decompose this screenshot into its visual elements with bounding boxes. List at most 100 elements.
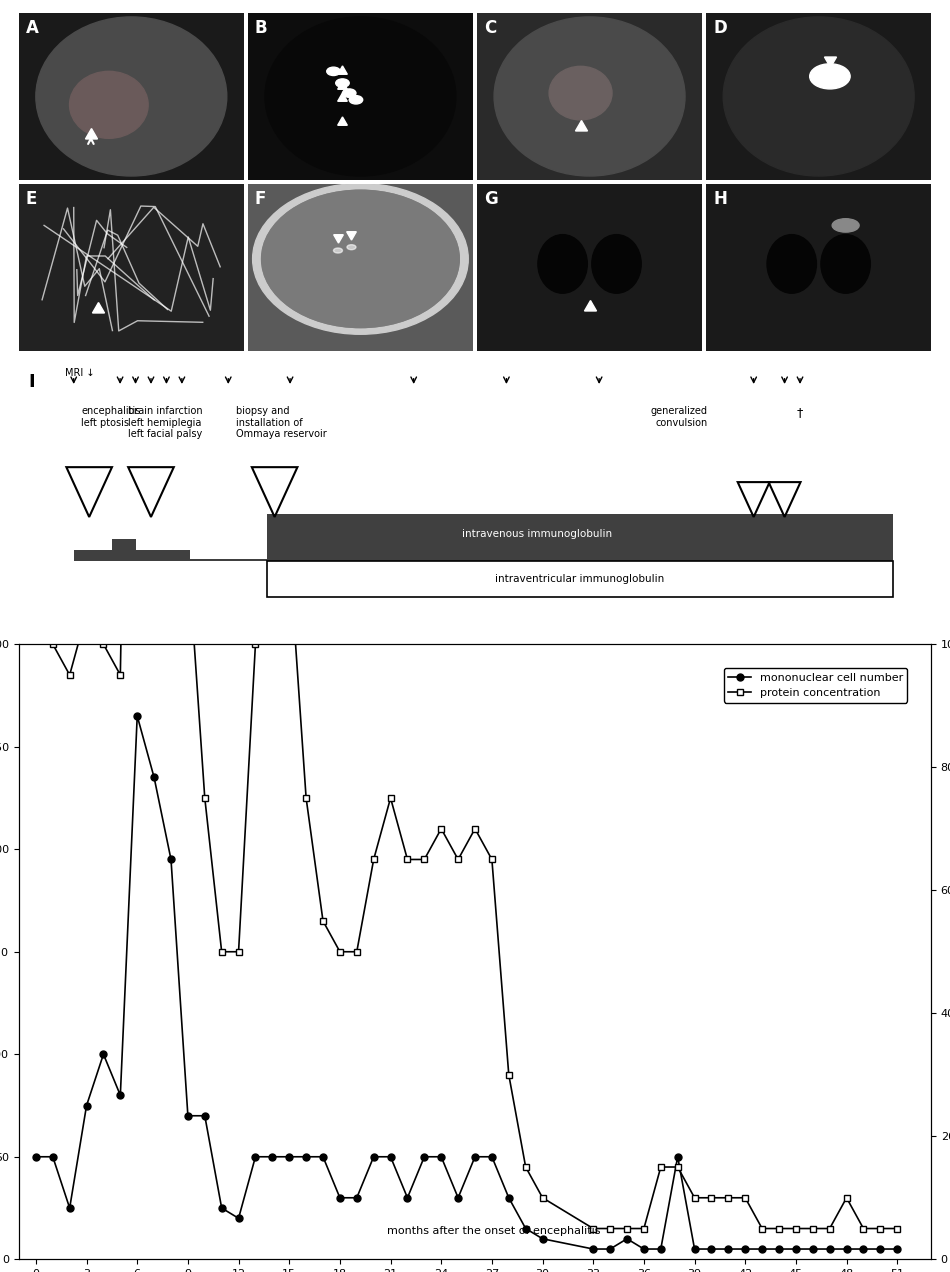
Ellipse shape [767, 234, 816, 294]
mononuclear cell number [469, 1149, 481, 1164]
Text: E: E [26, 191, 37, 209]
Line: mononuclear cell number: mononuclear cell number [32, 712, 901, 1253]
mononuclear cell number [182, 1108, 194, 1123]
protein concentration [64, 668, 75, 683]
mononuclear cell number [841, 1241, 852, 1257]
mononuclear cell number [452, 1191, 464, 1206]
protein concentration [352, 944, 363, 959]
Ellipse shape [592, 234, 641, 294]
mononuclear cell number [233, 1211, 244, 1226]
Ellipse shape [253, 183, 468, 335]
Ellipse shape [720, 188, 918, 347]
Text: MRI ↓: MRI ↓ [65, 368, 94, 378]
protein concentration [216, 944, 227, 959]
protein concentration [317, 913, 329, 929]
protein concentration [756, 1221, 768, 1236]
protein concentration [604, 1221, 616, 1236]
protein concentration [200, 790, 211, 805]
mononuclear cell number [250, 1149, 261, 1164]
mononuclear cell number [419, 1149, 430, 1164]
protein concentration [858, 1221, 869, 1236]
Text: encephalitis
left ptosis: encephalitis left ptosis [82, 406, 141, 427]
Text: intraventricular immunoglobulin: intraventricular immunoglobulin [495, 574, 664, 584]
mononuclear cell number [824, 1241, 835, 1257]
Ellipse shape [69, 71, 148, 139]
Ellipse shape [335, 79, 350, 88]
mononuclear cell number [30, 1149, 42, 1164]
mononuclear cell number [587, 1241, 598, 1257]
Ellipse shape [723, 17, 914, 176]
Ellipse shape [538, 234, 587, 294]
protein concentration [656, 1159, 667, 1174]
mononuclear cell number [504, 1191, 515, 1206]
Line: protein concentration: protein concentration [32, 0, 901, 1233]
Ellipse shape [265, 17, 456, 176]
mononuclear cell number [604, 1241, 616, 1257]
Ellipse shape [333, 248, 342, 253]
protein concentration [452, 852, 464, 868]
mononuclear cell number [81, 1098, 92, 1113]
protein concentration [689, 1191, 700, 1206]
protein concentration [250, 636, 261, 651]
Text: C: C [484, 19, 496, 37]
mononuclear cell number [216, 1201, 227, 1216]
FancyBboxPatch shape [267, 561, 893, 598]
Ellipse shape [809, 64, 850, 89]
mononuclear cell number [334, 1191, 346, 1206]
mononuclear cell number [520, 1221, 531, 1236]
Ellipse shape [491, 188, 689, 347]
mononuclear cell number [317, 1149, 329, 1164]
Ellipse shape [327, 67, 340, 75]
mononuclear cell number [64, 1201, 75, 1216]
Text: intravenous immunoglobulin: intravenous immunoglobulin [463, 529, 613, 538]
protein concentration [841, 1191, 852, 1206]
protein concentration [672, 1159, 683, 1174]
Text: biopsy and
installation of
Ommaya reservoir: biopsy and installation of Ommaya reserv… [236, 406, 327, 439]
mononuclear cell number [672, 1149, 683, 1164]
mononuclear cell number [98, 1047, 109, 1062]
Ellipse shape [549, 66, 612, 120]
protein concentration [115, 668, 126, 683]
Text: months after the onset of encephalitis: months after the onset of encephalitis [388, 1226, 600, 1236]
protein concentration [824, 1221, 835, 1236]
Text: †: † [797, 406, 803, 420]
Polygon shape [74, 514, 893, 561]
protein concentration [723, 1191, 734, 1206]
Ellipse shape [261, 191, 459, 328]
mononuclear cell number [858, 1241, 869, 1257]
Text: H: H [713, 191, 727, 209]
mononuclear cell number [808, 1241, 819, 1257]
protein concentration [233, 944, 244, 959]
mononuclear cell number [402, 1191, 413, 1206]
mononuclear cell number [621, 1231, 633, 1247]
Legend: mononuclear cell number, protein concentration: mononuclear cell number, protein concent… [724, 668, 907, 702]
Ellipse shape [261, 191, 459, 328]
mononuclear cell number [638, 1241, 650, 1257]
mononuclear cell number [435, 1149, 446, 1164]
mononuclear cell number [283, 1149, 294, 1164]
Text: F: F [255, 191, 266, 209]
Text: D: D [713, 19, 727, 37]
protein concentration [469, 822, 481, 837]
protein concentration [773, 1221, 785, 1236]
mononuclear cell number [165, 852, 177, 868]
mononuclear cell number [385, 1149, 396, 1164]
protein concentration [621, 1221, 633, 1236]
mononuclear cell number [756, 1241, 768, 1257]
mononuclear cell number [368, 1149, 379, 1164]
protein concentration [81, 605, 92, 621]
protein concentration [267, 605, 278, 621]
protein concentration [165, 360, 177, 375]
Text: B: B [255, 19, 268, 37]
protein concentration [790, 1221, 802, 1236]
protein concentration [739, 1191, 750, 1206]
Text: brain infarction
left hemiplegia
left facial palsy: brain infarction left hemiplegia left fa… [128, 406, 202, 439]
Text: generalized
convulsion: generalized convulsion [651, 406, 708, 427]
protein concentration [182, 544, 194, 560]
mononuclear cell number [773, 1241, 785, 1257]
Ellipse shape [350, 95, 363, 104]
protein concentration [486, 852, 498, 868]
protein concentration [419, 852, 430, 868]
protein concentration [48, 636, 59, 651]
mononuclear cell number [148, 770, 160, 785]
